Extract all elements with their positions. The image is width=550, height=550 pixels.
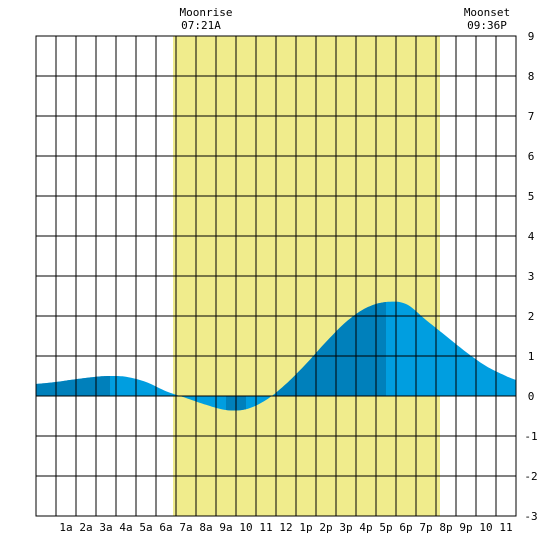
y-tick-label: 4 [528,230,535,243]
x-tick-label: 6a [159,521,172,534]
y-tick-label: 0 [528,390,535,403]
x-tick-label: 3p [339,521,352,534]
x-tick-label: 4p [359,521,372,534]
x-tick-label: 10 [479,521,492,534]
y-tick-label: 5 [528,190,535,203]
x-tick-label: 8a [199,521,212,534]
x-tick-label: 7p [419,521,432,534]
moonrise-time: 07:21A [181,19,221,32]
x-tick-label: 7a [179,521,192,534]
x-tick-label: 8p [439,521,452,534]
x-tick-label: 11 [499,521,512,534]
grid-layer [36,36,516,516]
x-tick-label: 11 [259,521,272,534]
x-tick-label: 3a [99,521,112,534]
x-tick-label: 12 [279,521,292,534]
y-tick-label: -3 [524,510,537,523]
moonset-label: Moonset [464,6,510,19]
x-tick-label: 10 [239,521,252,534]
y-axis-ticks: -3 -2 -1 0 1 2 3 4 5 6 7 8 9 [524,30,537,523]
y-tick-label: -2 [524,470,537,483]
plot-border [35,35,517,517]
y-tick-label: -1 [524,430,537,443]
y-tick-label: 3 [528,270,535,283]
tide-area-dark-band [36,376,110,396]
x-tick-label: 9a [219,521,232,534]
x-tick-label: 2a [79,521,92,534]
moonrise-label: Moonrise [180,6,233,19]
y-tick-label: 6 [528,150,535,163]
tide-area-dark-band [276,302,386,396]
moonset-time: 09:36P [467,19,507,32]
x-tick-label: 1a [59,521,72,534]
x-tick-label: 9p [459,521,472,534]
y-tick-label: 1 [528,350,535,363]
moonrise-annotation: Moonrise 07:21A [180,6,233,32]
x-tick-label: 1p [299,521,312,534]
moonset-annotation: Moonset 09:36P [464,6,510,32]
y-tick-label: 2 [528,310,535,323]
x-tick-label: 4a [119,521,132,534]
y-tick-label: 7 [528,110,535,123]
x-tick-label: 5p [379,521,392,534]
x-tick-label: 5a [139,521,152,534]
x-axis-ticks: 1a 2a 3a 4a 5a 6a 7a 8a 9a 10 11 12 1p 2p 3p 4p 5p 6p 7p 8p… [59,521,512,534]
x-tick-label: 6p [399,521,412,534]
y-tick-label: 9 [528,30,535,43]
y-tick-label: 8 [528,70,535,83]
x-tick-label: 2p [319,521,332,534]
